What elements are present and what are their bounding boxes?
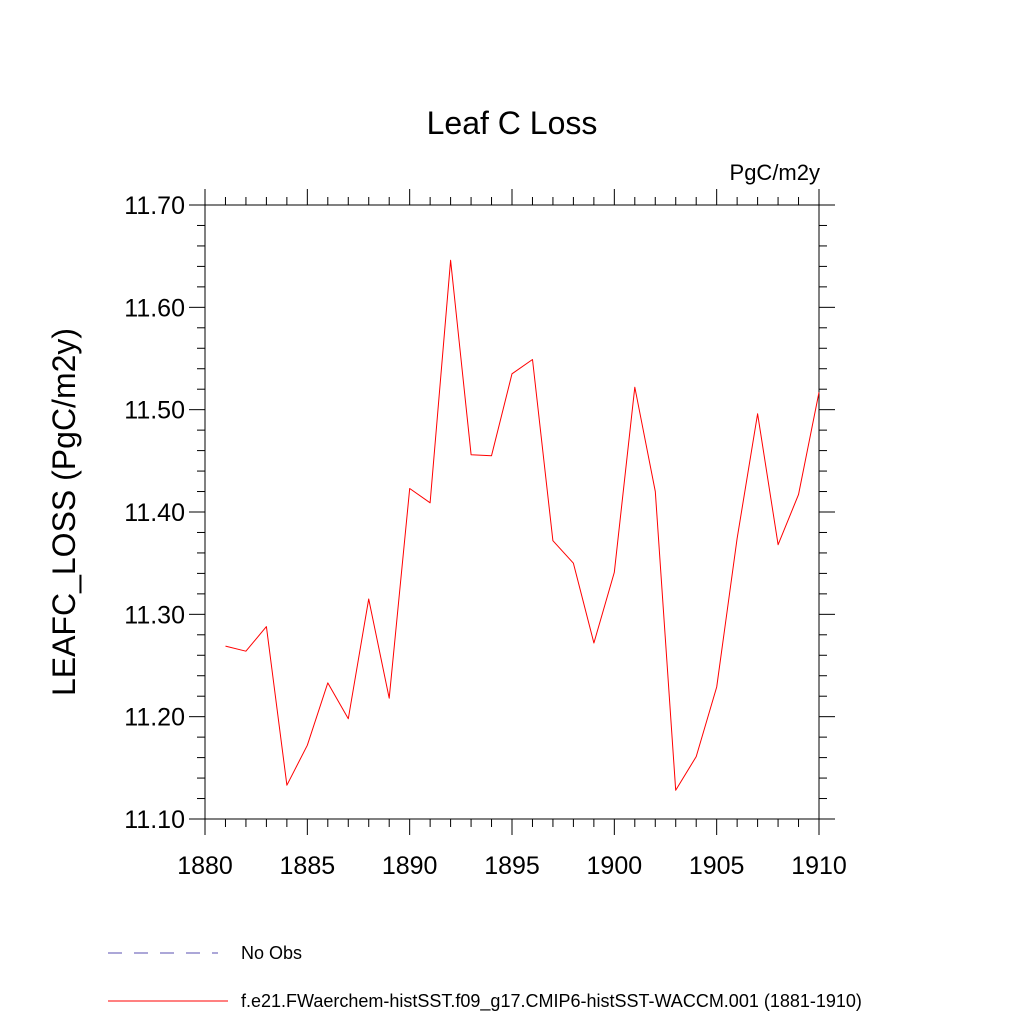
y-tick-label: 11.50 (124, 397, 185, 425)
x-tick-label: 1895 (484, 852, 540, 880)
x-tick-label: 1885 (280, 852, 336, 880)
y-tick-label: 11.20 (124, 704, 185, 732)
legend-label-model-run: f.e21.FWaerchem-histSST.f09_g17.CMIP6-hi… (241, 991, 862, 1012)
legend: No Obs f.e21.FWaerchem-histSST.f09_g17.C… (108, 943, 862, 1012)
units-label: PgC/m2y (730, 160, 820, 185)
axis-tick-labels: 1880 1885 1890 1895 1900 1905 1910 11.10 11.20 11… (124, 192, 847, 880)
y-tick-label: 11.30 (124, 601, 185, 629)
x-tick-label: 1890 (382, 852, 438, 880)
x-tick-label: 1880 (177, 852, 233, 880)
axis-ticks (189, 189, 835, 835)
x-tick-label: 1900 (587, 852, 643, 880)
y-tick-label: 11.40 (124, 499, 185, 527)
data-series (225, 259, 820, 791)
y-axis-label: LEAFC_LOSS (PgC/m2y) (46, 328, 82, 696)
legend-label-no-obs: No Obs (241, 943, 302, 963)
plot-frame (204, 204, 820, 820)
y-tick-label: 11.70 (124, 192, 185, 220)
x-tick-label: 1905 (689, 852, 745, 880)
series-line (225, 259, 820, 791)
y-tick-label: 11.60 (124, 294, 185, 322)
y-tick-label: 11.10 (124, 806, 185, 834)
chart-title: Leaf C Loss (427, 105, 598, 141)
x-tick-label: 1910 (791, 852, 847, 880)
